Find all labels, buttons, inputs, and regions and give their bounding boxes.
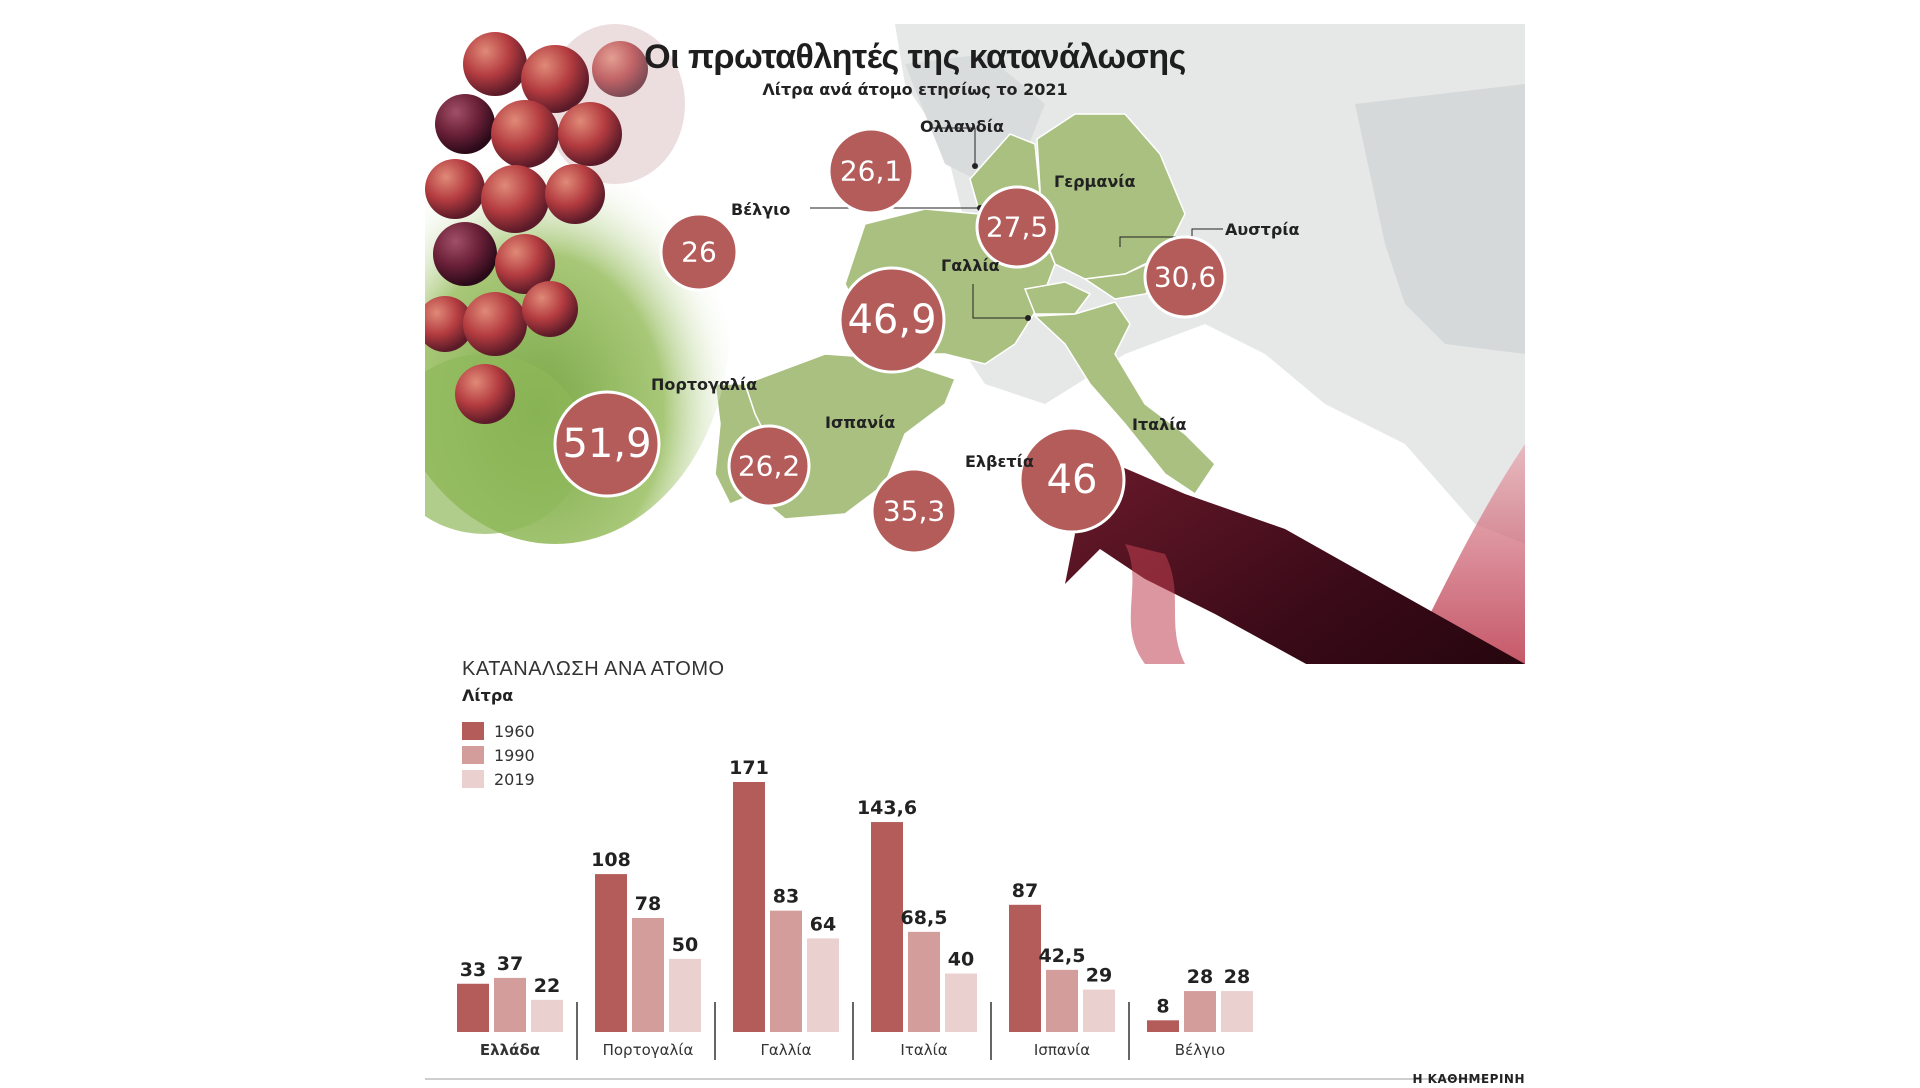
bar-Βέλγιο-1990 — [1184, 991, 1216, 1032]
data-label-Γαλλία-2019: 64 — [810, 913, 836, 935]
value-spain: 26,2 — [737, 449, 801, 483]
bar-Ιταλία-2019 — [945, 973, 977, 1032]
bar-Ισπανία-1960 — [1009, 904, 1041, 1032]
data-label-Ιταλία-2019: 40 — [948, 949, 974, 971]
value-austria: 30,6 — [1153, 260, 1217, 294]
infographic-panel: Οι πρωταθλητές της κατανάλωσης Λίτρα ανά… — [425, 24, 1525, 1088]
label-netherlands: Ολλανδία — [920, 117, 1004, 136]
map-title: Οι πρωταθλητές της κατανάλωσης — [644, 38, 1186, 76]
label-spain: Ισπανία — [825, 413, 896, 432]
map-subtitle: Λίτρα ανά άτομο ετησίως το 2021 — [762, 80, 1068, 99]
leader-dots — [972, 163, 1195, 321]
bubble-Ιταλία — [1018, 426, 1126, 534]
legend-swatch-1990 — [462, 746, 484, 764]
bubble-Γαλλία — [838, 266, 946, 374]
bar-Πορτογαλία-2019 — [669, 958, 701, 1032]
bubbles-layer — [553, 127, 1227, 555]
data-label-Ιταλία-1990: 68,5 — [901, 907, 948, 929]
footer-rule — [425, 1078, 1485, 1080]
bubble-Πορτογαλία — [553, 390, 661, 498]
label-germany: Γερμανία — [1054, 172, 1136, 191]
data-label-Βέλγιο-2019: 28 — [1224, 966, 1250, 988]
bubble-Ολλανδία — [827, 127, 915, 215]
bubble-Γερμανία — [975, 185, 1059, 269]
legend-item-2019: 2019 — [462, 768, 535, 790]
bar-Ελλάδα-2019 — [531, 999, 563, 1032]
legend-swatch-1960 — [462, 722, 484, 740]
bubble-Βέλγιο — [659, 212, 739, 292]
data-label-Πορτογαλία-1960: 108 — [591, 849, 631, 871]
value-italy: 46 — [1046, 457, 1098, 503]
category-label-Ελλάδα: Ελλάδα — [480, 1041, 540, 1059]
bar-Ισπανία-1990 — [1046, 969, 1078, 1032]
legend-label-1990: 1990 — [494, 745, 535, 765]
bar-Πορτογαλία-1960 — [595, 874, 627, 1032]
category-label-Βέλγιο: Βέλγιο — [1175, 1041, 1225, 1059]
value-switzerland: 35,3 — [882, 494, 946, 528]
bar-Βέλγιο-1960 — [1147, 1020, 1179, 1032]
chart-title: ΚΑΤΑΝΑΛΩΣΗ ΑΝΑ ΑΤΟΜΟ — [462, 658, 725, 680]
legend-label-1960: 1960 — [494, 721, 535, 741]
data-label-Γαλλία-1990: 83 — [773, 886, 799, 908]
value-france: 46,9 — [847, 297, 937, 343]
category-label-Πορτογαλία: Πορτογαλία — [603, 1041, 694, 1059]
label-austria: Αυστρία — [1225, 220, 1300, 239]
bar-Γαλλία-1960 — [733, 782, 765, 1032]
category-label-Ιταλία: Ιταλία — [900, 1041, 947, 1059]
map-scene: Οι πρωταθλητές της κατανάλωσης Λίτρα ανά… — [425, 24, 1525, 784]
bar-Ισπανία-2019 — [1083, 989, 1115, 1032]
bar-Ιταλία-1960 — [871, 822, 903, 1032]
bar-Ελλάδα-1990 — [494, 977, 526, 1032]
data-label-Ελλάδα-1960: 33 — [460, 959, 486, 981]
value-belgium: 26 — [681, 235, 717, 269]
bar-Βέλγιο-2019 — [1221, 991, 1253, 1032]
label-switzerland: Ελβετία — [965, 452, 1034, 471]
bar-Ελλάδα-1960 — [457, 983, 489, 1032]
data-label-Ελλάδα-2019: 22 — [534, 975, 560, 997]
data-label-Βέλγιο-1960: 8 — [1156, 995, 1169, 1017]
data-label-Πορτογαλία-2019: 50 — [672, 934, 698, 956]
data-label-Ελλάδα-1990: 37 — [497, 953, 523, 975]
europe-map — [425, 24, 1525, 784]
data-label-Ιταλία-1960: 143,6 — [857, 797, 917, 819]
bar-Γαλλία-2019 — [807, 938, 839, 1032]
label-belgium: Βέλγιο — [731, 200, 791, 219]
legend-swatch-2019 — [462, 770, 484, 788]
data-label-Ισπανία-1960: 87 — [1012, 880, 1038, 902]
data-label-Βέλγιο-1990: 28 — [1187, 966, 1213, 988]
category-label-Ισπανία: Ισπανία — [1034, 1041, 1090, 1059]
chart-unit-label: Λίτρα — [462, 686, 514, 705]
bubble-Ισπανία — [727, 424, 811, 508]
legend-label-2019: 2019 — [494, 769, 535, 789]
label-portugal: Πορτογαλία — [651, 375, 758, 394]
data-label-Ισπανία-2019: 29 — [1086, 965, 1112, 987]
bar-Γαλλία-1990 — [770, 910, 802, 1032]
value-portugal: 51,9 — [562, 421, 652, 467]
label-italy: Ιταλία — [1132, 415, 1187, 434]
bubble-Ελβετία — [870, 467, 958, 555]
bar-Πορτογαλία-1990 — [632, 917, 664, 1032]
category-label-Γαλλία: Γαλλία — [761, 1041, 812, 1059]
value-germany: 27,5 — [985, 210, 1049, 244]
data-label-Πορτογαλία-1990: 78 — [635, 893, 661, 915]
east-land — [1355, 84, 1525, 354]
legend-item-1960: 1960 — [462, 720, 535, 742]
data-label-Ισπανία-1990: 42,5 — [1039, 945, 1086, 967]
value-netherlands: 26,1 — [839, 154, 903, 188]
bubble-Αυστρία — [1143, 235, 1227, 319]
bar-Ιταλία-1990 — [908, 931, 940, 1032]
legend-item-1990: 1990 — [462, 744, 535, 766]
publisher-credit: Η ΚΑΘΗΜΕΡΙΝΗ — [1412, 1072, 1525, 1086]
label-france: Γαλλία — [941, 256, 1000, 275]
data-label-Γαλλία-1960: 171 — [729, 757, 769, 779]
